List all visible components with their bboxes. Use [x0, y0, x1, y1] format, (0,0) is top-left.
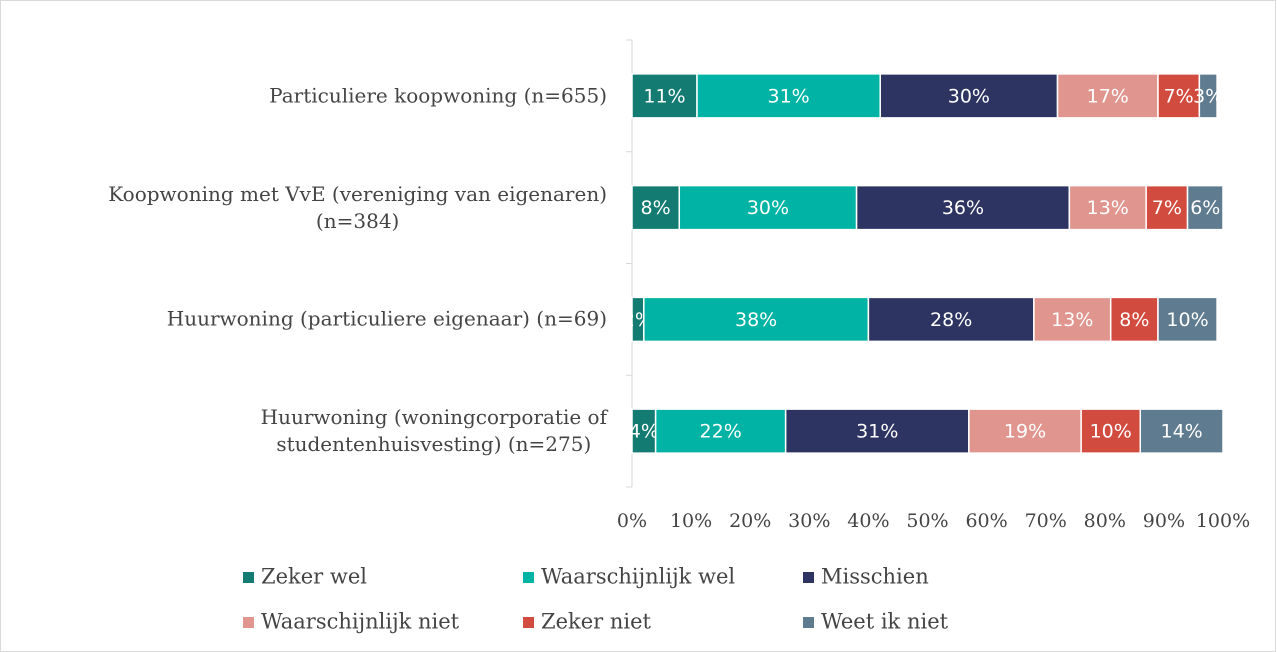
value-label: 30%: [747, 197, 789, 219]
legend-swatch: [243, 572, 254, 583]
bar-segment: [784, 408, 970, 454]
value-label: 36%: [942, 197, 984, 219]
value-label: 31%: [856, 421, 898, 443]
bar-segment: [1157, 296, 1218, 343]
value-label: 8%: [641, 197, 671, 219]
value-label: 22%: [700, 421, 742, 443]
x-tick-label: 70%: [1025, 510, 1067, 532]
category-label: Huurwoning (woningcorporatie of studenten…: [261, 404, 607, 458]
value-label: 7%: [1152, 197, 1182, 219]
bar-segment: [696, 73, 881, 119]
value-label: 13%: [1087, 197, 1129, 219]
value-label: 4%: [629, 421, 659, 443]
value-label: 28%: [930, 309, 972, 331]
bar-segment: [1033, 296, 1112, 343]
bar-segment: [1080, 408, 1142, 454]
legend-label: Weet ik niet: [821, 610, 949, 634]
value-label: 31%: [767, 85, 809, 107]
bar-segment: [1145, 184, 1189, 231]
bar-segment: [1139, 408, 1224, 454]
bar-segment: [879, 73, 1059, 119]
bar-segment: [867, 296, 1035, 343]
bar-segment: [1068, 184, 1147, 231]
value-label: 3%: [1193, 85, 1223, 107]
bar-segment: [631, 73, 698, 119]
x-tick-label: 10%: [670, 510, 712, 532]
category-label-line: Koopwoning met VvE (vereniging van eigen…: [108, 181, 607, 206]
legend-label: Zeker niet: [541, 610, 652, 634]
legend-label: Waarschijnlijk niet: [261, 610, 460, 634]
bar-segment: [631, 184, 681, 231]
legend-swatch: [243, 617, 254, 628]
category-label-line: Huurwoning (woningcorporatie of: [260, 405, 607, 430]
legend-swatch: [523, 572, 534, 583]
value-label: 8%: [1119, 309, 1149, 331]
value-label: 14%: [1161, 421, 1203, 443]
x-tick-label: 20%: [729, 510, 771, 532]
category-label: Particuliere koopwoning (n=655): [269, 82, 607, 109]
value-label: 7%: [1164, 85, 1194, 107]
value-label: 13%: [1051, 309, 1093, 331]
x-tick-label: 90%: [1143, 510, 1185, 532]
bar-segment: [678, 184, 858, 231]
value-label: 17%: [1087, 85, 1129, 107]
x-tick-label: 30%: [788, 510, 830, 532]
legend-label: Waarschijnlijk wel: [541, 565, 735, 589]
bar-segment: [855, 184, 1071, 231]
legend-label: Misschien: [821, 565, 929, 589]
legend-swatch: [803, 617, 814, 628]
legend-swatch: [523, 617, 534, 628]
category-label: Koopwoning met VvE (vereniging van eigen…: [108, 181, 607, 235]
x-tick-label: 40%: [847, 510, 889, 532]
bar-segment: [968, 408, 1082, 454]
legend-swatch: [803, 572, 814, 583]
value-label: 30%: [948, 85, 990, 107]
category-label-line: (n=384): [315, 208, 400, 233]
x-tick-label: 60%: [965, 510, 1007, 532]
value-label: 10%: [1090, 421, 1132, 443]
legend-label: Zeker wel: [261, 565, 367, 589]
bar-segment: [1186, 184, 1224, 231]
category-label-line: Huurwoning (particuliere eigenaar) (n=69…: [166, 306, 607, 331]
value-label: 10%: [1166, 309, 1208, 331]
category-label: Huurwoning (particuliere eigenaar) (n=69…: [167, 306, 607, 333]
bar-segment: [1157, 73, 1201, 119]
category-label-line: Particuliere koopwoning (n=655): [269, 83, 607, 108]
value-label: 19%: [1004, 421, 1046, 443]
bar-segment: [1056, 73, 1159, 119]
x-tick-label: 100%: [1196, 510, 1250, 532]
bar-segment: [1198, 73, 1218, 119]
category-label-line: studentenhuisvesting) (n=275): [276, 432, 592, 457]
x-tick-label: 0%: [617, 510, 647, 532]
value-label: 38%: [735, 309, 777, 331]
value-label: 6%: [1190, 197, 1220, 219]
x-tick-label: 50%: [906, 510, 948, 532]
x-tick-label: 80%: [1084, 510, 1126, 532]
value-label: 11%: [643, 85, 685, 107]
